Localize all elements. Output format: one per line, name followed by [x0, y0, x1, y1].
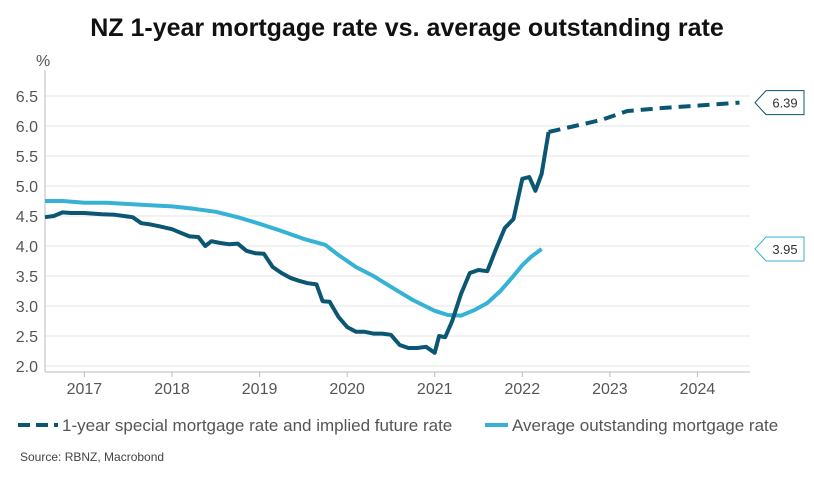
series-line	[44, 131, 551, 355]
legend-label: 1-year special mortgage rate and implied…	[62, 416, 452, 435]
x-tick-label: 2020	[329, 381, 365, 398]
x-tick-label: 2024	[680, 381, 716, 398]
series-line	[45, 199, 543, 318]
y-tick-label: 4.5	[16, 209, 38, 226]
y-tick-label: 6.5	[16, 89, 38, 106]
grid-lines	[45, 95, 750, 367]
x-tick-label: 2019	[242, 381, 278, 398]
y-tick-label: 2.5	[16, 329, 38, 346]
y-tick-label: 6.0	[16, 119, 38, 136]
chart-title: NZ 1-year mortgage rate vs. average outs…	[90, 14, 724, 42]
x-tick-label: 2023	[592, 381, 628, 398]
callout-box	[754, 90, 805, 116]
series-line	[548, 100, 740, 134]
legend: 1-year special mortgage rate and implied…	[18, 416, 778, 435]
y-tick-label: 2.0	[16, 359, 38, 376]
x-tick-label: 2017	[67, 381, 103, 398]
legend-label: Average outstanding mortgage rate	[512, 416, 778, 435]
x-tick-label: 2018	[154, 381, 190, 398]
y-tick-label: 3.0	[16, 299, 38, 316]
callout-label: 6.39	[772, 96, 797, 111]
x-tick-label: 2021	[417, 381, 453, 398]
y-tick-label: 5.5	[16, 149, 38, 166]
callout-box	[754, 236, 805, 262]
series-lines	[44, 100, 740, 355]
y-axis: % 2.0 2.5 3.0 3.5 4.0 4.5 5.0 5.5 6.0 6.5	[16, 53, 50, 376]
y-axis-label: %	[36, 53, 50, 70]
y-tick-label: 3.5	[16, 269, 38, 286]
x-axis: 2017 2018 2019 2020 2021 2022 2023 2024	[45, 371, 750, 398]
y-tick-label: 4.0	[16, 239, 38, 256]
y-tick-label: 5.0	[16, 179, 38, 196]
callout-label: 3.95	[772, 242, 797, 257]
x-tick-label: 2022	[505, 381, 541, 398]
source-note: Source: RBNZ, Macrobond	[20, 450, 165, 464]
value-callouts: 6.39 3.95	[754, 90, 805, 262]
